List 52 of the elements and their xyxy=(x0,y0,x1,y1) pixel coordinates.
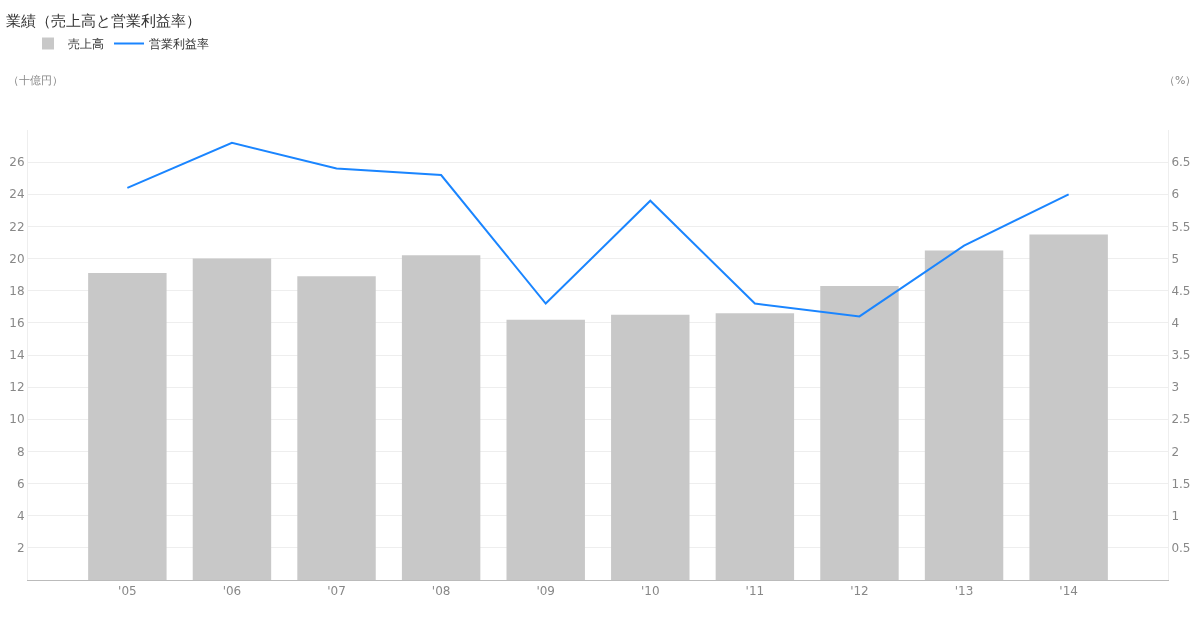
y2-tick-label: 4.5 xyxy=(1171,283,1191,298)
bar xyxy=(297,276,376,580)
y-tick-label: 16 xyxy=(9,316,25,331)
y2-tick-label: 6.5 xyxy=(1171,155,1191,170)
bar xyxy=(715,313,795,580)
y2-tick-label: 2 xyxy=(1171,444,1180,459)
y2-tick-label: 0.5 xyxy=(1171,541,1191,556)
y-axis-title: （十億円） xyxy=(8,74,63,87)
y-tick-label: 12 xyxy=(9,380,25,395)
x-tick-label: '05 xyxy=(118,584,137,599)
y2-tick-label: 4 xyxy=(1171,316,1180,331)
y2-tick-label: 3 xyxy=(1171,380,1180,395)
bar xyxy=(506,319,585,580)
x-tick-label: '10 xyxy=(641,584,660,599)
x-tick-label: '09 xyxy=(536,584,555,599)
bar xyxy=(924,250,1004,580)
y-tick-label: 24 xyxy=(9,187,25,202)
y-tick-label: 10 xyxy=(9,412,25,427)
y-tick-label: 22 xyxy=(9,219,25,234)
y2-axis-title: （%） xyxy=(1164,74,1197,87)
legend-label: 売上高 xyxy=(68,37,104,52)
bar xyxy=(820,285,899,580)
y2-tick-label: 1.5 xyxy=(1171,476,1191,491)
y2-tick-label: 1 xyxy=(1171,508,1180,523)
chart-title: 業績（売上高と営業利益率） xyxy=(6,12,201,31)
x-tick-label: '08 xyxy=(431,584,451,599)
y-tick-label: 4 xyxy=(16,508,25,523)
x-tick-label: '12 xyxy=(850,584,869,599)
y2-tick-label: 2.5 xyxy=(1171,412,1191,427)
bar xyxy=(1029,234,1108,580)
y2-tick-label: 5.5 xyxy=(1171,219,1191,234)
bar xyxy=(401,255,481,580)
x-tick-label: '07 xyxy=(327,584,346,599)
bar xyxy=(192,258,272,580)
y-tick-label: 18 xyxy=(9,283,25,298)
legend-label: 営業利益率 xyxy=(149,37,209,52)
bar xyxy=(88,273,167,580)
x-tick-label: '13 xyxy=(954,584,974,599)
x-tick-label: '06 xyxy=(222,584,242,599)
x-tick-label: '11 xyxy=(745,584,765,599)
y2-tick-label: 6 xyxy=(1171,187,1180,202)
y2-tick-label: 5 xyxy=(1171,251,1180,266)
y-tick-label: 8 xyxy=(16,444,25,459)
y-tick-label: 14 xyxy=(9,348,25,363)
y2-tick-label: 3.5 xyxy=(1171,348,1191,363)
x-tick-label: '14 xyxy=(1059,584,1078,599)
y-tick-label: 6 xyxy=(16,476,25,491)
bar xyxy=(611,314,690,580)
y-tick-label: 20 xyxy=(9,251,25,266)
y-tick-label: 2 xyxy=(16,541,25,556)
y-tick-label: 26 xyxy=(9,155,25,170)
line-series xyxy=(126,141,1070,318)
